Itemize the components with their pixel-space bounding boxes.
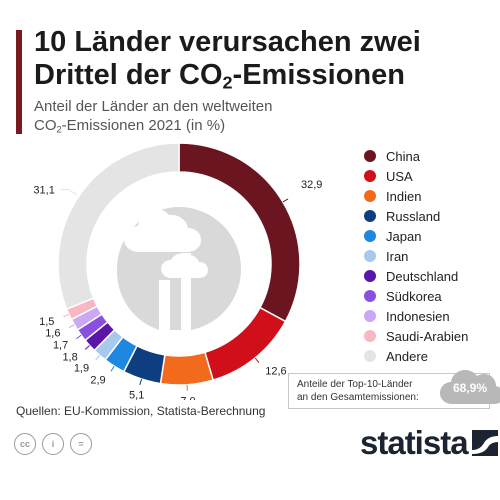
legend-label: Indonesien [386,308,450,324]
legend-label: Iran [386,248,409,264]
legend-label: Saudi-Arabien [386,328,469,344]
data-label-russland: 5,1 [129,389,144,400]
donut-slice-indien [159,351,215,386]
callout-text: Anteile der Top-10-Länder an den Gesamtem… [297,379,419,403]
legend-label: Deutschland [386,268,459,284]
legend-swatch [364,250,376,262]
legend-swatch [364,170,376,182]
leader-line [139,378,143,385]
legend: China USA Indien Russland Japan Iran Deu… [364,146,468,366]
leader-line [76,334,82,340]
cc-icon[interactable]: cc [14,433,36,455]
legend-item-andere: Andere [364,346,468,366]
data-label-japan: 2,9 [90,375,105,387]
donut-slice-andere [57,142,180,311]
legend-swatch [364,310,376,322]
legend-item-iran: Iran [364,246,468,266]
data-label-china: 32,9 [301,179,322,191]
nd-icon[interactable]: = [70,433,92,455]
license-icons: cc i = [14,433,92,455]
callout-value: 68,9% [452,381,488,395]
title-accent-bar [16,30,22,134]
statista-logo-icon [471,430,498,456]
legend-item-japan: Japan [364,226,468,246]
legend-swatch [364,190,376,202]
donut-chart: 32,9 12,6 7,0 5,1 2,91,91,81,71,61,5 31,1 [33,142,322,400]
legend-swatch [364,210,376,222]
leader-line [95,354,100,361]
legend-label: Russland [386,208,441,224]
cloud-icon [440,370,500,404]
data-label-iran: 1,9 [74,362,89,374]
leader-line [60,188,78,196]
leader-line [254,357,260,363]
data-label-indien: 7,0 [180,396,195,400]
legend-swatch [364,150,376,162]
legend-swatch [364,230,376,242]
data-label-suedkorea: 1,7 [53,340,68,352]
legend-label: Südkorea [386,288,442,304]
legend-label: China [386,148,420,164]
legend-label: USA [386,168,413,184]
statista-logo[interactable]: statista [360,424,498,462]
leader-line [63,313,70,318]
legend-item-usa: USA [364,166,468,186]
data-label-saudi-arabien: 1,5 [39,316,54,328]
leader-line [68,324,75,329]
leader-line [84,345,90,350]
legend-item-deutschland: Deutschland [364,266,468,286]
smokestack-cloud-icon [101,186,257,342]
legend-swatch [364,270,376,282]
legend-swatch [364,350,376,362]
legend-item-indien: Indien [364,186,468,206]
legend-swatch [364,290,376,302]
legend-item-china: China [364,146,468,166]
by-icon[interactable]: i [42,433,64,455]
legend-label: Indien [386,188,422,204]
legend-item-saudi-arabien: Saudi-Arabien [364,326,468,346]
legend-swatch [364,330,376,342]
legend-item-russland: Russland [364,206,468,226]
leader-line [110,365,115,372]
data-label-indonesien: 1,6 [45,328,60,340]
legend-label: Japan [386,228,422,244]
chart-subtitle: Anteil der Länder an den weltweiten CO2-E… [34,98,273,135]
leader-line [282,198,289,203]
legend-label: Andere [386,348,428,364]
data-label-usa: 12,6 [265,365,286,377]
data-label-deutschland: 1,8 [62,351,77,363]
data-label-andere: 31,1 [33,184,54,196]
legend-item-suedkorea: Südkorea [364,286,468,306]
chart-title: 10 Länder verursachen zwei Drittel der C… [34,26,421,93]
brand-wordmark: statista [360,424,469,461]
legend-item-indonesien: Indonesien [364,306,468,326]
sources-note: Quellen: EU-Kommission, Statista-Berechn… [16,404,266,418]
